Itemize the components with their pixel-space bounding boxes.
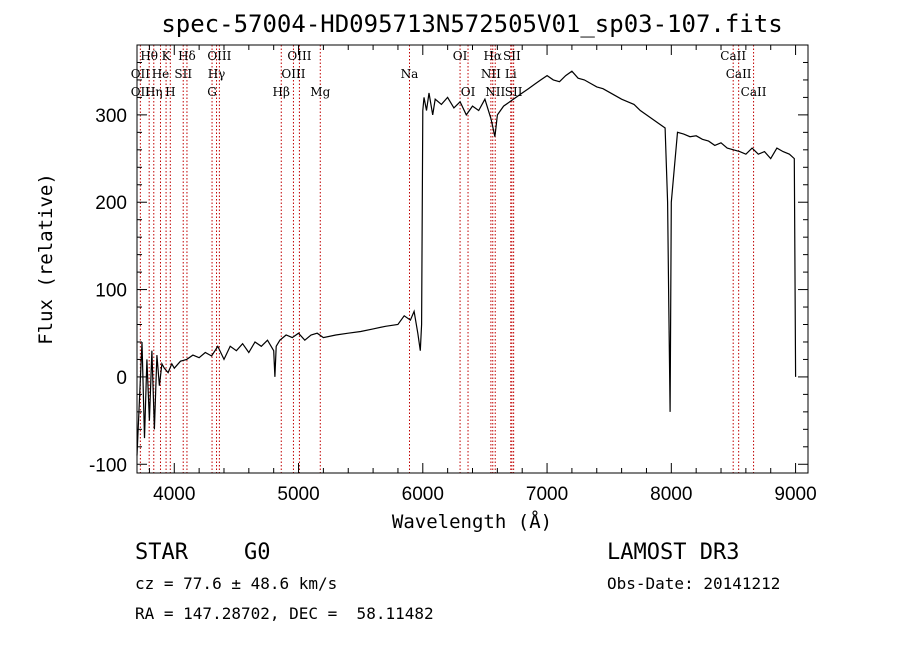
y-tick-label: 300 bbox=[95, 106, 127, 127]
spectral-line-label: CaII bbox=[726, 67, 752, 81]
spectral-line-label: Li bbox=[505, 67, 517, 81]
y-tick-label: 200 bbox=[95, 193, 127, 214]
spectral-line-label: Mg bbox=[310, 85, 330, 99]
x-tick-label: 4000 bbox=[153, 484, 195, 505]
y-tick-label: -100 bbox=[89, 455, 127, 476]
y-tick-label: 100 bbox=[95, 281, 127, 302]
x-tick-label: 8000 bbox=[650, 484, 692, 505]
object-subclass: G0 bbox=[244, 540, 271, 565]
spectral-line-label: SII bbox=[174, 67, 192, 81]
spectral-line-label: CaII bbox=[741, 85, 767, 99]
x-axis: 4000 5000 6000 7000 8000 9000 bbox=[148, 45, 817, 505]
spectrum-series-line bbox=[136, 70, 797, 456]
spectral-line-label: SII bbox=[505, 85, 523, 99]
spectral-line-markers bbox=[139, 45, 755, 473]
spectral-line-label: Hα bbox=[483, 49, 502, 63]
spectral-line-label: OI bbox=[461, 85, 476, 99]
x-tick-label: 7000 bbox=[526, 484, 568, 505]
y-axis: -100 0 100 200 300 bbox=[89, 61, 808, 476]
spectral-line-label: Hθ bbox=[140, 49, 158, 63]
y-tick-label: 0 bbox=[116, 368, 127, 389]
redshift-velocity: cz = 77.6 ± 48.6 km/s bbox=[135, 574, 338, 593]
x-tick-label: 6000 bbox=[402, 484, 444, 505]
spectral-line-label: NII bbox=[481, 67, 501, 81]
object-class: STAR bbox=[135, 540, 188, 565]
observation-date: Obs-Date: 20141212 bbox=[607, 574, 781, 593]
spectral-line-label: G bbox=[207, 85, 217, 99]
spectral-line-label: OII bbox=[131, 67, 151, 81]
spectral-line-label: K bbox=[162, 49, 172, 63]
spectral-line-label: OIII bbox=[287, 49, 311, 63]
spectral-line-label: Na bbox=[401, 67, 419, 81]
spectral-line-label: Hβ bbox=[273, 85, 290, 99]
spectral-line-label: He bbox=[152, 67, 170, 81]
spectral-line-label: OIII bbox=[281, 67, 305, 81]
spectral-line-label: OIII bbox=[207, 49, 231, 63]
spectral-line-label: OI bbox=[453, 49, 468, 63]
spectral-line-label: CaII bbox=[720, 49, 746, 63]
x-tick-label: 9000 bbox=[774, 484, 816, 505]
spectral-line-label: Hγ bbox=[208, 67, 226, 81]
x-axis-label: Wavelength (Å) bbox=[392, 510, 552, 533]
coordinates: RA = 147.28702, DEC = 58.11482 bbox=[135, 604, 434, 623]
survey-name: LAMOST DR3 bbox=[607, 540, 740, 565]
spectral-line-label: OII bbox=[131, 85, 151, 99]
plot-frame bbox=[136, 44, 809, 474]
spectral-line-label: NII bbox=[485, 85, 505, 99]
spectral-line-label: Hδ bbox=[178, 49, 196, 63]
spectral-line-label: Hη bbox=[145, 85, 163, 99]
x-tick-label: 5000 bbox=[277, 484, 319, 505]
y-axis-label: Flux (relative) bbox=[35, 173, 57, 345]
spectral-line-label: H bbox=[165, 85, 175, 99]
chart-title: spec-57004-HD095713N572505V01_sp03-107.f… bbox=[161, 10, 782, 38]
spectral-line-label: SII bbox=[503, 49, 521, 63]
